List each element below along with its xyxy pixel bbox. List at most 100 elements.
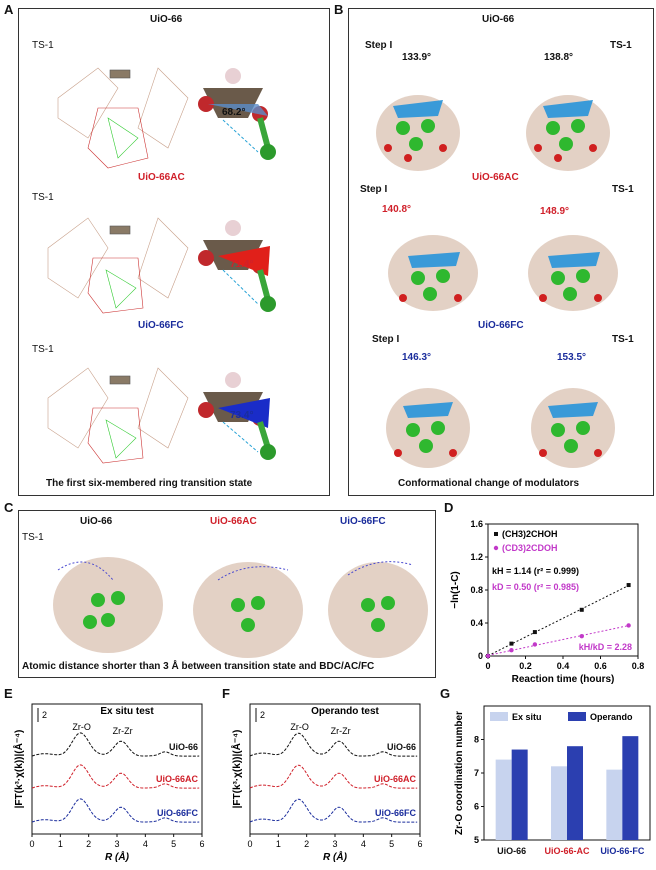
- panel-c-structures: [53, 557, 428, 658]
- chart-g-ytick-label: 7: [474, 768, 479, 778]
- chart-f-curve-1: [249, 764, 418, 789]
- panel-b-bot-title: UiO-66FC: [478, 320, 524, 331]
- chart-d-annotation-ratio: kH/kD = 2.28: [579, 642, 632, 652]
- cluster-b-5: [386, 388, 470, 468]
- chart-d-annotation-kd: kD = 0.50 (r² = 0.985): [492, 582, 579, 592]
- panel-a-structures: [47, 67, 276, 464]
- panel-a-ts1-mid: TS-1: [32, 192, 54, 203]
- panel-a-title: UiO-66: [150, 14, 183, 25]
- chart-e-xtick-label: 3: [114, 839, 119, 849]
- chart-d-legend-marker-0: [494, 532, 498, 536]
- panel-a-mid-title: UiO-66AC: [138, 172, 185, 183]
- chart-g: 5 6 7 8 Zr-O coordination number UiO-66 UiO-66…: [454, 705, 651, 856]
- chart-d-ytick-label: 0.8: [470, 585, 483, 595]
- chart-d-point: [579, 607, 584, 612]
- chart-g-legend-marker-0: [490, 712, 508, 721]
- chart-d-annotation-kh: kH = 1.14 (r² = 0.999): [492, 566, 579, 576]
- cluster-c-3: [328, 561, 428, 658]
- panel-b-angle-3: 140.8°: [382, 204, 412, 215]
- panel-a-angle-3: 73.4°: [230, 410, 254, 421]
- panel-a-caption: The first six-membered ring transition s…: [46, 478, 253, 489]
- panel-a-angle-1: 68.2°: [222, 107, 246, 118]
- panel-a-angle-2: 71.4°: [230, 259, 254, 270]
- chart-d-point: [509, 641, 514, 646]
- panel-c-title-2: UiO-66AC: [210, 516, 257, 527]
- chart-g-ytick-label: 8: [474, 735, 479, 745]
- panel-b-ts3: TS-1: [612, 334, 634, 345]
- cluster-b-1: [376, 95, 460, 171]
- chart-g-bar: [495, 759, 512, 840]
- chart-e-xtick-label: 2: [86, 839, 91, 849]
- chart-e-xtick-label: 4: [143, 839, 148, 849]
- panel-b-title: UiO-66: [482, 14, 515, 25]
- chart-f-series-label-2: UiO-66FC: [375, 808, 417, 818]
- chart-g-category-label: UiO-66: [497, 846, 526, 856]
- ring-closeup-3: [198, 372, 276, 460]
- chart-e: 0 1 2 3 4 5 6 R (Å) |FT(k³·χ(k))|(Å⁻⁴) Ex situ te…: [12, 703, 205, 863]
- panel-letter-b: B: [334, 2, 344, 17]
- panel-b-angle-1: 133.9°: [402, 52, 432, 63]
- panel-b-angle-2: 138.8°: [544, 52, 574, 63]
- chart-g-bar: [511, 749, 528, 840]
- chart-g-ytick-label: 5: [474, 835, 479, 845]
- chart-f-series-label-0: UiO-66: [387, 742, 416, 752]
- chart-f-xtick-label: 5: [389, 839, 394, 849]
- chart-e-xlabel: R (Å): [105, 850, 130, 863]
- chart-f-peak1: Zr-O: [290, 722, 309, 732]
- chart-d-xtick-label: 0.2: [519, 661, 532, 671]
- molecule-wireframe-3: [47, 367, 189, 464]
- chart-e-ylabel: |FT(k³·χ(k))|(Å⁻⁴): [12, 730, 25, 809]
- panel-b-caption: Conformational change of modulators: [398, 478, 580, 489]
- cluster-b-4: [528, 235, 618, 311]
- chart-e-xtick-label: 1: [58, 839, 63, 849]
- chart-d-point: [626, 583, 631, 588]
- panel-c-ts1: TS-1: [22, 532, 44, 543]
- chart-d-point: [485, 653, 491, 659]
- cluster-c-2: [193, 562, 303, 658]
- panel-b-angle-6: 153.5°: [557, 352, 587, 363]
- panel-a-bot-title: UiO-66FC: [138, 320, 184, 331]
- chart-f-title: Operando test: [311, 706, 379, 717]
- chart-d-xlabel: Reaction time (hours): [512, 674, 615, 685]
- panel-b-step3: Step I: [372, 334, 400, 345]
- chart-e-scale-label: 2: [42, 710, 47, 720]
- panel-b-ts2: TS-1: [612, 184, 634, 195]
- panel-c-frame: [18, 510, 436, 678]
- cluster-b-2: [526, 95, 610, 171]
- panel-letter-e: E: [4, 686, 13, 701]
- chart-f-peak2: Zr-Zr: [331, 726, 351, 736]
- chart-e-title: Ex situ test: [100, 706, 154, 717]
- panel-c-caption: Atomic distance shorter than 3 Å between…: [22, 661, 375, 672]
- panel-letter-a: A: [4, 2, 14, 17]
- chart-d-ytick-label: 1.6: [470, 519, 483, 529]
- chart-e-xtick-label: 6: [199, 839, 204, 849]
- chart-f-xtick-label: 3: [332, 839, 337, 849]
- chart-d-point: [579, 634, 584, 639]
- panel-a-ts1-top: TS-1: [32, 40, 54, 51]
- cluster-b-6: [531, 388, 615, 468]
- chart-g-bar: [551, 766, 567, 840]
- chart-f-xtick-label: 0: [247, 839, 252, 849]
- panel-b-angle-5: 146.3°: [402, 352, 432, 363]
- molecule-wireframe-2: [47, 217, 189, 314]
- chart-e-series-label-2: UiO-66FC: [157, 808, 199, 818]
- cluster-c-1: [53, 557, 163, 653]
- chart-d-legend-0: (CH3)2CHOH: [502, 529, 558, 539]
- chart-g-bar: [567, 746, 583, 840]
- chart-f-series-label-1: UiO-66AC: [374, 774, 417, 784]
- chart-d: 0 0.2 0.4 0.6 0.8 0 0.4 0.8 1.2 1.6 Reaction time …: [450, 519, 644, 685]
- chart-f-xtick-label: 4: [361, 839, 366, 849]
- chart-g-bar: [622, 736, 639, 840]
- chart-g-bar: [606, 769, 623, 840]
- chart-d-xtick-label: 0.6: [594, 661, 607, 671]
- panel-b-frame: [348, 8, 654, 496]
- chart-g-ytick-label: 6: [474, 802, 479, 812]
- chart-d-ytick-label: 0: [478, 651, 483, 661]
- chart-f-xtick-label: 1: [276, 839, 281, 849]
- chart-f-curve-0: [249, 732, 418, 757]
- chart-e-series-label-1: UiO-66AC: [156, 774, 199, 784]
- panel-b-step2: Step I: [360, 184, 388, 195]
- chart-e-curve-2: [31, 798, 200, 823]
- chart-d-ytick-label: 1.2: [470, 552, 483, 562]
- chart-f-scale-label: 2: [260, 710, 265, 720]
